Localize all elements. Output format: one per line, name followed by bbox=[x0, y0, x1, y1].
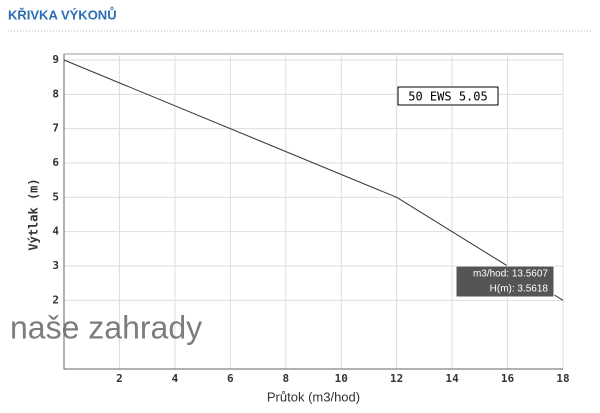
x-tick-label: 18 bbox=[556, 372, 569, 385]
legend: 50 EWS 5.05 bbox=[397, 86, 499, 106]
tooltip-box bbox=[455, 265, 555, 298]
y-tick-label: 3 bbox=[52, 259, 59, 272]
y-tick-label: 5 bbox=[52, 190, 59, 203]
y-tick-label: 2 bbox=[52, 293, 59, 306]
x-tick-label: 10 bbox=[335, 372, 348, 385]
tooltip-text: H(m): 3.5618 bbox=[490, 284, 549, 295]
y-tick-label: 4 bbox=[52, 225, 59, 238]
y-tick-label: 7 bbox=[52, 122, 59, 135]
x-axis-label: Průtok (m3/hod) bbox=[267, 389, 360, 404]
x-tick-label: 16 bbox=[501, 372, 515, 385]
page-title: KŘIVKA VÝKONŮ bbox=[8, 6, 117, 22]
y-axis-label: Výtlak (m) bbox=[27, 178, 41, 250]
watermark: naše zahrady bbox=[10, 309, 202, 345]
x-tick-label: 14 bbox=[445, 372, 459, 385]
x-tick-label: 6 bbox=[227, 372, 234, 385]
x-tick-label: 8 bbox=[282, 372, 289, 385]
y-tick-label: 6 bbox=[52, 156, 59, 169]
legend-label: 50 EWS 5.05 bbox=[408, 90, 487, 104]
plot-area bbox=[63, 53, 564, 370]
x-tick-label: 12 bbox=[390, 372, 403, 385]
tooltip-text: m3/hod: 13.5607 bbox=[473, 269, 548, 280]
x-tick-label: 2 bbox=[116, 372, 123, 385]
y-tick-label: 8 bbox=[52, 87, 59, 100]
y-tick-label: 9 bbox=[52, 53, 59, 66]
legend-box bbox=[397, 86, 499, 106]
tooltip: m3/hod: 13.5607 H(m): 3.5618 bbox=[455, 265, 555, 298]
x-tick-label: 4 bbox=[172, 372, 179, 385]
